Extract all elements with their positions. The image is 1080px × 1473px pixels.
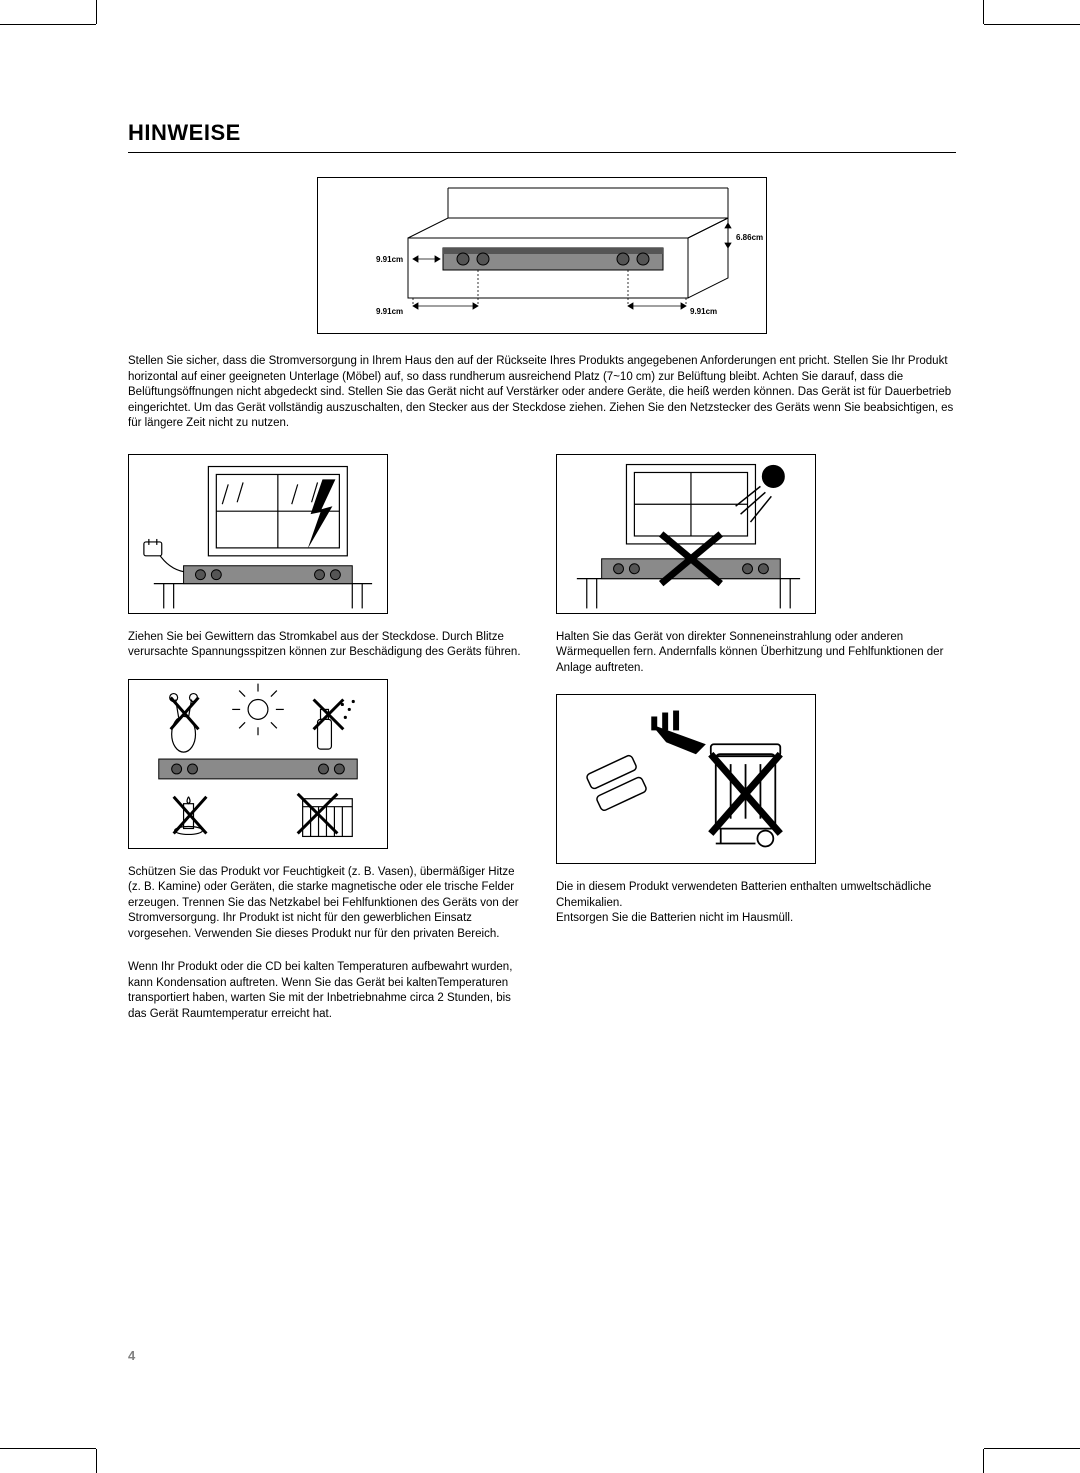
hazards-text: Schützen Sie das Produkt vor Feuchtigkei…	[128, 865, 528, 943]
left-column: Ziehen Sie bei Gewittern das Stromkabel …	[128, 454, 528, 1041]
sunlight-text: Halten Sie das Gerät von direkter Sonnen…	[556, 630, 956, 677]
dim-label-bl: 9.91cm	[376, 307, 403, 316]
two-column-layout: Ziehen Sie bei Gewittern das Stromkabel …	[128, 454, 956, 1041]
crop-mark	[96, 0, 97, 24]
crop-mark	[0, 24, 96, 25]
main-paragraph: Stellen Sie sicher, dass die Stromversor…	[128, 354, 956, 432]
ventilation-diagram: 9.91cm 6.86cm 9.91cm 9.91cm	[317, 177, 767, 334]
sunlight-diagram	[556, 454, 816, 614]
battery-diagram	[556, 694, 816, 864]
battery-text: Die in diesem Produkt verwendeten Batter…	[556, 880, 956, 927]
right-column: Halten Sie das Gerät von direkter Sonnen…	[556, 454, 956, 1041]
dim-label-br: 9.91cm	[690, 307, 717, 316]
crop-mark	[0, 1448, 96, 1449]
page-content: HINWEISE	[128, 120, 956, 1040]
dim-label-left: 9.91cm	[376, 255, 403, 264]
hazards-diagram	[128, 679, 388, 849]
storm-diagram	[128, 454, 388, 614]
crop-mark	[96, 1449, 97, 1473]
storm-text: Ziehen Sie bei Gewittern das Stromkabel …	[128, 630, 528, 661]
page-title: HINWEISE	[128, 120, 956, 153]
crop-mark	[984, 1448, 1080, 1449]
crop-mark	[983, 1449, 984, 1473]
crop-mark	[983, 0, 984, 24]
crop-mark	[984, 24, 1080, 25]
condensation-text: Wenn Ihr Produkt oder die CD bei kalten …	[128, 960, 528, 1022]
dim-label-right: 6.86cm	[736, 233, 763, 242]
page-number: 4	[128, 1348, 135, 1363]
